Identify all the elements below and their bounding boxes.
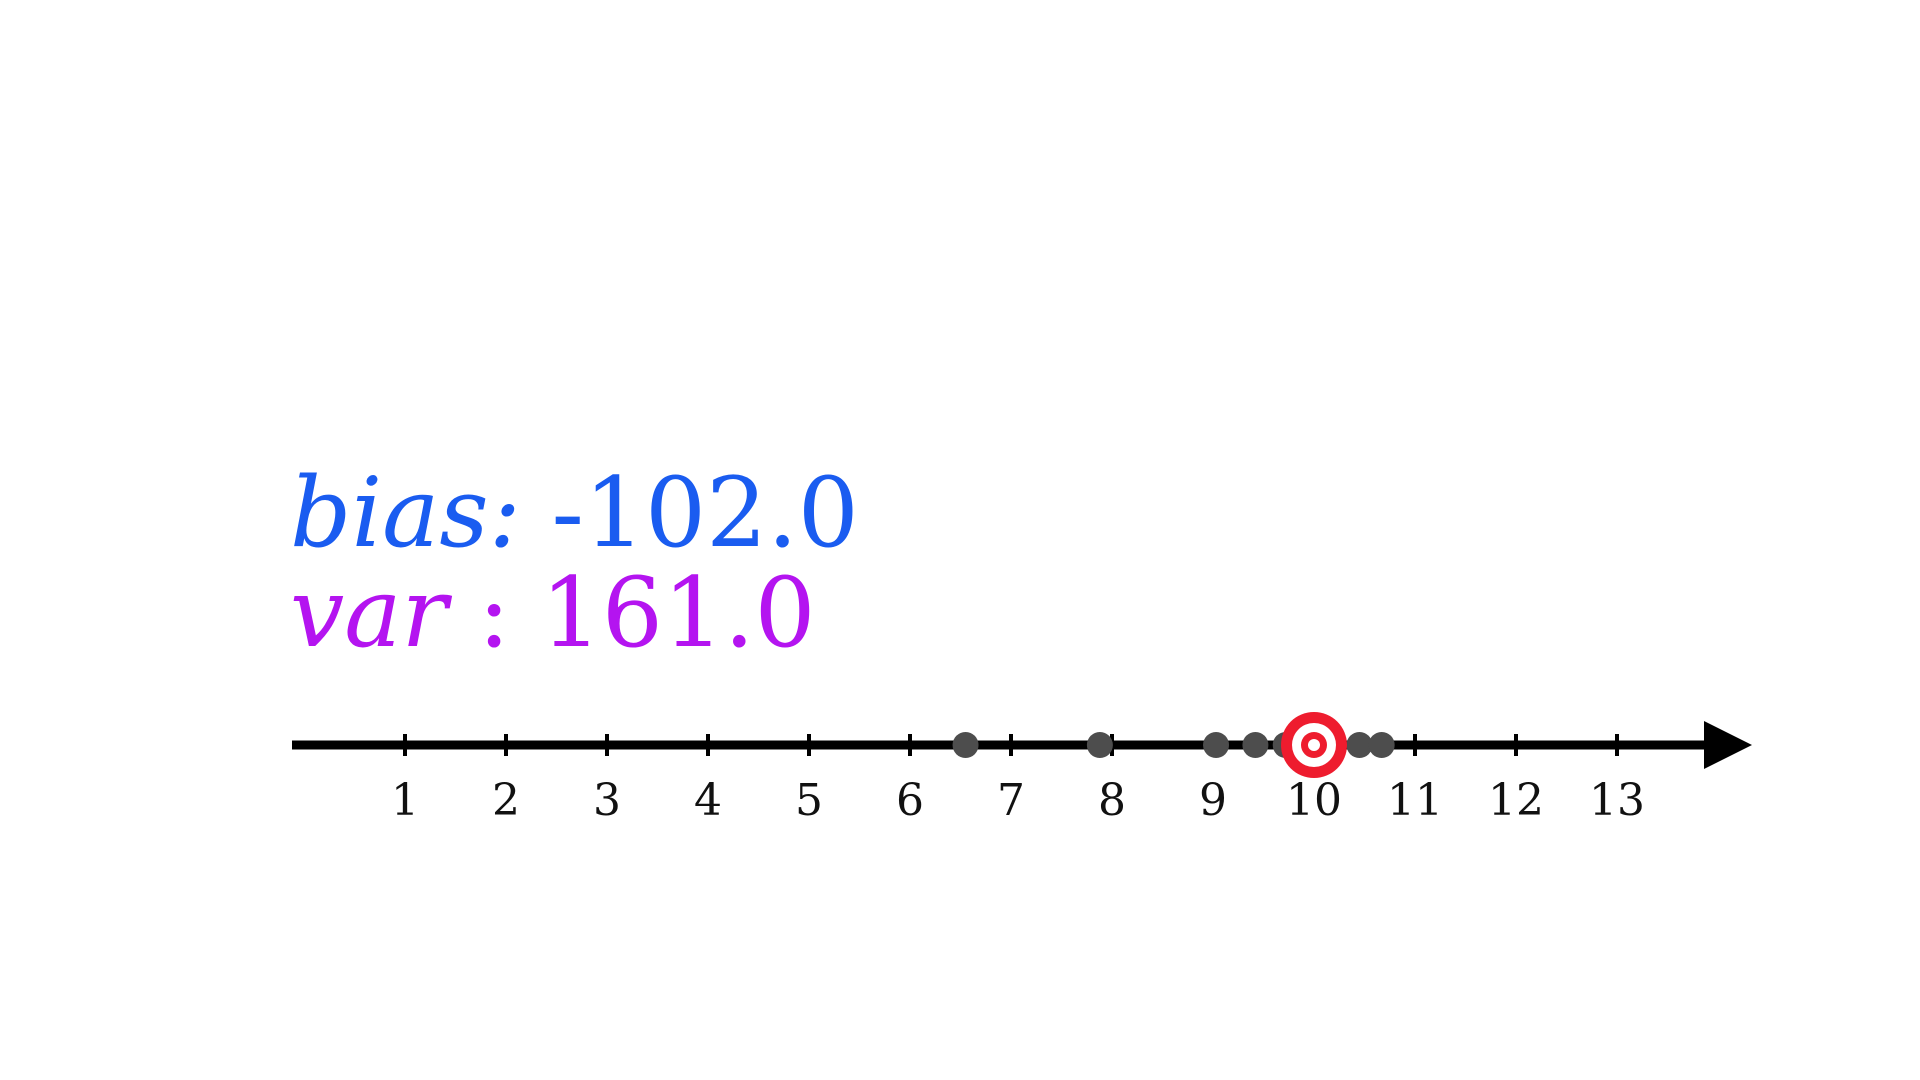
- sample-point: [1346, 732, 1373, 758]
- sample-point: [952, 732, 979, 758]
- bullseye-icon: [1281, 712, 1347, 778]
- tick-label: 3: [593, 775, 621, 826]
- sample-point: [1368, 732, 1395, 758]
- variance-value: 161.0: [540, 557, 816, 669]
- sample-point: [1203, 732, 1230, 758]
- tick-label: 13: [1589, 775, 1645, 826]
- arrowhead-icon: [1704, 721, 1752, 769]
- tick-label: 7: [997, 775, 1025, 826]
- tick-label: 8: [1098, 775, 1126, 826]
- bias-readout: bias: -102.0: [290, 465, 859, 561]
- tick-label: 9: [1199, 775, 1227, 826]
- tick-label: 2: [492, 775, 520, 826]
- tick-label: 11: [1387, 775, 1443, 826]
- tick-label: 1: [391, 775, 419, 826]
- variance-label: var: [290, 557, 448, 669]
- tick-label: 6: [896, 775, 924, 826]
- tick-label: 12: [1488, 775, 1544, 826]
- bias-label: bias:: [290, 457, 521, 569]
- tick-label: 5: [795, 775, 823, 826]
- sample-point: [1242, 732, 1269, 758]
- variance-separator: :: [477, 557, 511, 669]
- sample-point: [1086, 732, 1113, 758]
- tick-label: 10: [1286, 775, 1342, 826]
- variance-readout: var : 161.0: [290, 565, 816, 661]
- bullseye-ring: [1308, 739, 1320, 751]
- tick-label: 4: [694, 775, 722, 826]
- tick-labels: 1 2 3 4 5 6 7 8 9 10 11 12 13: [391, 775, 1645, 826]
- bias-value: -102.0: [551, 457, 859, 569]
